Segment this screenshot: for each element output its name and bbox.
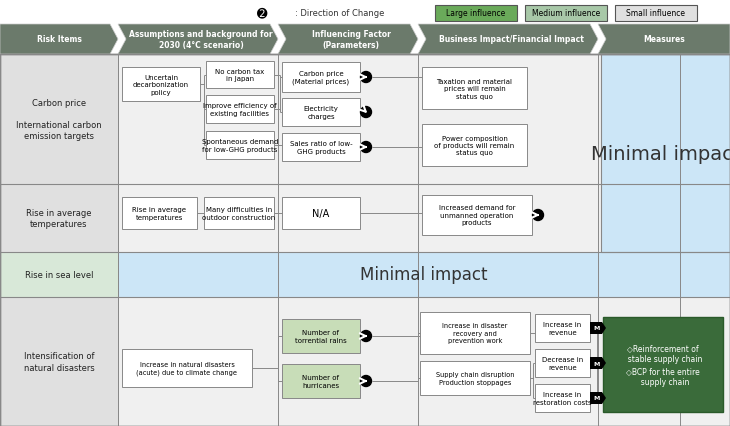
Circle shape: [532, 210, 544, 221]
Bar: [525, 6, 607, 22]
Text: Carbon price

International carbon
emission targets: Carbon price International carbon emissi…: [16, 98, 101, 141]
Bar: [118, 184, 730, 253]
Bar: [0, 55, 730, 426]
Bar: [122, 198, 197, 230]
Bar: [601, 55, 730, 253]
Text: Decrease in
revenue: Decrease in revenue: [542, 357, 583, 370]
Text: Number of
hurricanes: Number of hurricanes: [302, 374, 339, 388]
Bar: [282, 364, 360, 398]
Bar: [206, 62, 274, 89]
Polygon shape: [278, 25, 418, 55]
Bar: [122, 68, 200, 102]
Bar: [615, 6, 697, 22]
Polygon shape: [418, 25, 598, 55]
Text: Uncertain
decarbonization
policy: Uncertain decarbonization policy: [133, 74, 189, 95]
Polygon shape: [590, 322, 606, 334]
Bar: [535, 349, 590, 377]
Text: Spontaneous demand
for low-GHG products: Spontaneous demand for low-GHG products: [201, 139, 278, 153]
Text: : Direction of Change: : Direction of Change: [296, 9, 385, 18]
Bar: [282, 134, 360, 161]
Bar: [282, 63, 360, 93]
Bar: [435, 6, 517, 22]
Text: Supply chain disruption
Production stoppages: Supply chain disruption Production stopp…: [436, 371, 514, 385]
Text: Influencing Factor
(Parameters): Influencing Factor (Parameters): [312, 30, 391, 50]
Text: Large influence: Large influence: [446, 9, 506, 18]
Circle shape: [361, 376, 372, 386]
Text: Rise in average
temperatures: Rise in average temperatures: [133, 207, 186, 220]
Polygon shape: [0, 25, 118, 55]
Text: Rise in average
temperatures: Rise in average temperatures: [26, 208, 92, 228]
Bar: [206, 132, 274, 160]
Bar: [0, 253, 730, 297]
Bar: [118, 253, 730, 297]
Bar: [204, 198, 274, 230]
Bar: [535, 314, 590, 342]
Bar: [0, 297, 118, 426]
Text: Sales ratio of low-
GHG products: Sales ratio of low- GHG products: [290, 141, 353, 154]
Bar: [420, 361, 530, 395]
Text: Intensification of
natural disasters: Intensification of natural disasters: [23, 351, 94, 371]
Text: M: M: [593, 361, 600, 366]
Text: Measures: Measures: [643, 35, 685, 44]
Circle shape: [361, 107, 372, 118]
Bar: [420, 312, 530, 354]
Text: Increase in
revenue: Increase in revenue: [543, 322, 582, 335]
Text: Rise in sea level: Rise in sea level: [25, 271, 93, 279]
Bar: [0, 55, 730, 184]
Text: Medium influence: Medium influence: [532, 9, 600, 18]
Text: Increased demand for
unmanned operation
products: Increased demand for unmanned operation …: [439, 205, 515, 226]
Text: Increase in disaster
recovery and
prevention work: Increase in disaster recovery and preven…: [442, 323, 507, 344]
Circle shape: [361, 142, 372, 153]
Bar: [0, 184, 118, 253]
Text: Assumptions and background for
2030 (4°C scenario): Assumptions and background for 2030 (4°C…: [129, 30, 273, 50]
Text: Improve efficiency of
existing facilities: Improve efficiency of existing facilitie…: [203, 103, 277, 116]
Text: Power composition
of products will remain
status quo: Power composition of products will remai…: [434, 135, 515, 156]
Text: Number of
torrential rains: Number of torrential rains: [295, 329, 347, 343]
Polygon shape: [598, 25, 730, 55]
Text: M: M: [593, 396, 600, 400]
Bar: [422, 125, 527, 167]
Polygon shape: [590, 392, 606, 404]
Text: M: M: [593, 326, 600, 331]
Bar: [422, 68, 527, 110]
Bar: [0, 55, 118, 184]
Text: Electricity
charges: Electricity charges: [304, 106, 339, 119]
Polygon shape: [590, 357, 606, 369]
Text: Business Impact/Financial Impact: Business Impact/Financial Impact: [439, 35, 583, 44]
Bar: [118, 55, 730, 184]
Bar: [122, 349, 252, 387]
Text: Increase in natural disasters
(acute) due to climate change: Increase in natural disasters (acute) du…: [137, 361, 237, 375]
Text: Minimal impact: Minimal impact: [591, 144, 730, 163]
Text: Minimal impact: Minimal impact: [360, 265, 488, 283]
Bar: [0, 184, 730, 253]
Polygon shape: [118, 25, 278, 55]
Circle shape: [361, 72, 372, 83]
Bar: [603, 317, 723, 412]
Bar: [282, 99, 360, 127]
Text: ➋: ➋: [257, 8, 267, 20]
Circle shape: [361, 331, 372, 342]
Bar: [282, 319, 360, 353]
Text: N/A: N/A: [312, 208, 330, 219]
Text: Carbon price
(Material prices): Carbon price (Material prices): [293, 71, 350, 85]
Bar: [118, 297, 730, 426]
Text: Small influence: Small influence: [626, 9, 685, 18]
Text: Risk Items: Risk Items: [36, 35, 82, 44]
Bar: [422, 196, 532, 236]
Bar: [118, 253, 730, 297]
Bar: [0, 55, 730, 426]
Bar: [0, 297, 730, 426]
Bar: [0, 253, 118, 297]
Text: No carbon tax
in Japan: No carbon tax in Japan: [215, 69, 264, 82]
Bar: [282, 198, 360, 230]
Text: Many difficulties in
outdoor construction: Many difficulties in outdoor constructio…: [202, 207, 276, 220]
Bar: [206, 96, 274, 124]
Text: Taxation and material
prices will remain
status quo: Taxation and material prices will remain…: [437, 78, 512, 99]
Text: ◇Reinforcement of
  stable supply chain
◇BCP for the entire
  supply chain: ◇Reinforcement of stable supply chain ◇B…: [623, 343, 703, 386]
Text: Increase in
restoration costs: Increase in restoration costs: [533, 391, 592, 405]
Bar: [535, 384, 590, 412]
